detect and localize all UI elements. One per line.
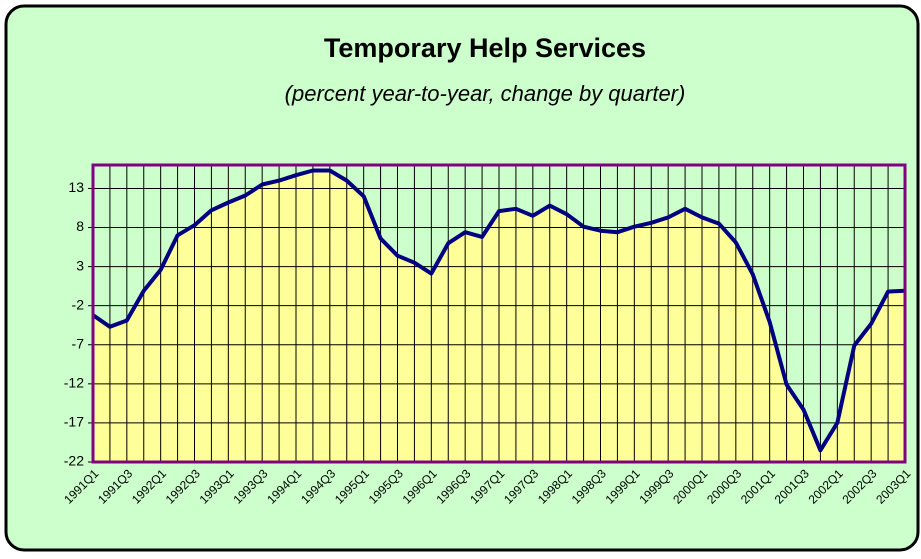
y-tick-label: -2 <box>72 296 85 312</box>
chart-subtitle: (percent year-to-year, change by quarter… <box>285 81 686 106</box>
y-tick-label: -17 <box>64 414 84 430</box>
y-tick-label: 8 <box>76 218 84 234</box>
plot-border <box>91 163 907 464</box>
y-tick-label: -7 <box>72 335 85 351</box>
chart-title: Temporary Help Services <box>324 33 646 63</box>
y-tick-label: -12 <box>64 375 84 391</box>
y-tick-label: 3 <box>76 257 84 273</box>
y-tick-label: -22 <box>64 453 84 469</box>
y-tick-label: 13 <box>68 179 84 195</box>
series-line <box>91 168 906 453</box>
